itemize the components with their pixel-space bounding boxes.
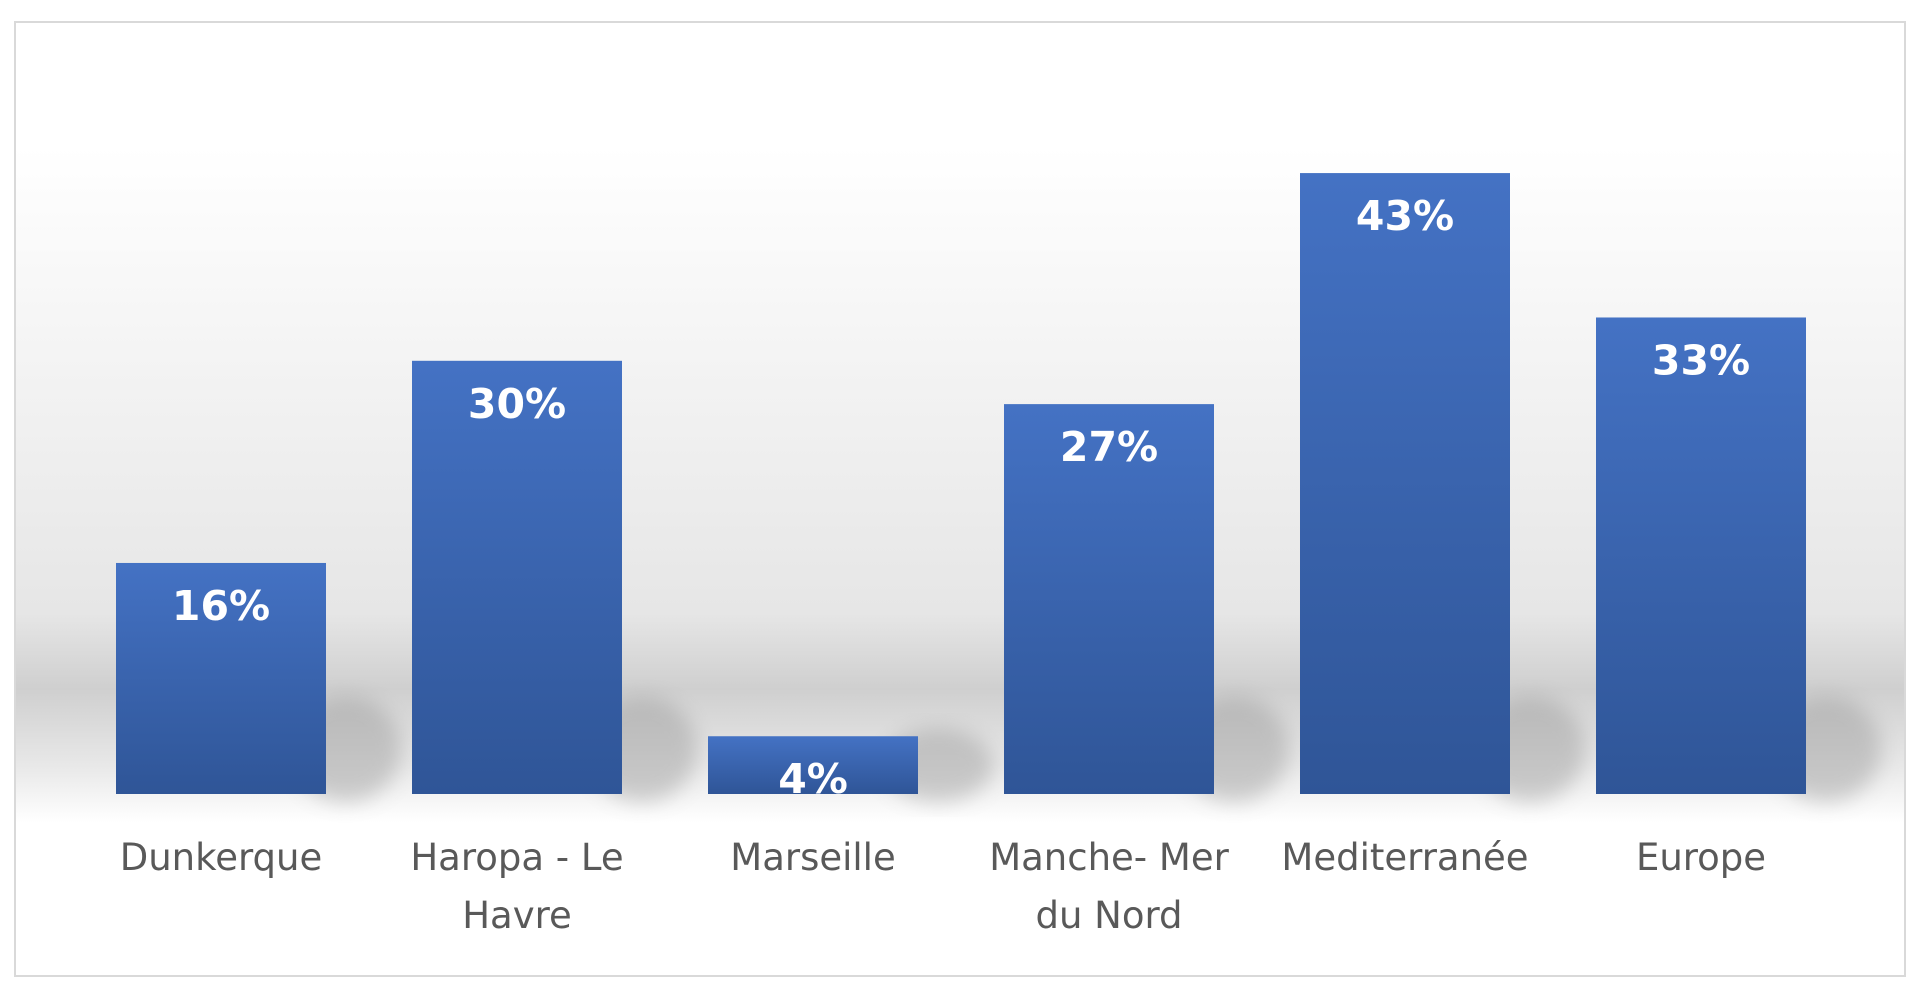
data-label: 43% bbox=[1356, 192, 1454, 240]
category-label: du Nord bbox=[1035, 894, 1182, 937]
data-label: 27% bbox=[1060, 423, 1158, 471]
data-labels: 16% 30% 4% 27% 43% 33% bbox=[172, 192, 1750, 803]
bar bbox=[1596, 317, 1806, 794]
plot-background bbox=[16, 23, 1904, 975]
category-label: Havre bbox=[462, 894, 572, 937]
data-label: 4% bbox=[778, 755, 848, 803]
category-label: Dunkerque bbox=[120, 836, 323, 879]
bar bbox=[116, 562, 326, 794]
bar bbox=[1004, 404, 1214, 794]
category-label: Mediterranée bbox=[1281, 836, 1528, 879]
bar bbox=[412, 360, 622, 794]
category-label: Manche- Mer bbox=[989, 836, 1229, 879]
category-label: Europe bbox=[1636, 836, 1766, 879]
data-label: 30% bbox=[468, 380, 566, 428]
data-label: 33% bbox=[1652, 336, 1750, 384]
category-label: Marseille bbox=[730, 836, 895, 879]
data-label: 16% bbox=[172, 582, 270, 630]
bar bbox=[708, 736, 918, 794]
bars bbox=[116, 173, 1806, 794]
category-label: Haropa - Le bbox=[410, 836, 623, 879]
bar bbox=[1300, 173, 1510, 794]
category-labels: Dunkerque Haropa - Le Havre Marseille Manche… bbox=[120, 836, 1766, 937]
